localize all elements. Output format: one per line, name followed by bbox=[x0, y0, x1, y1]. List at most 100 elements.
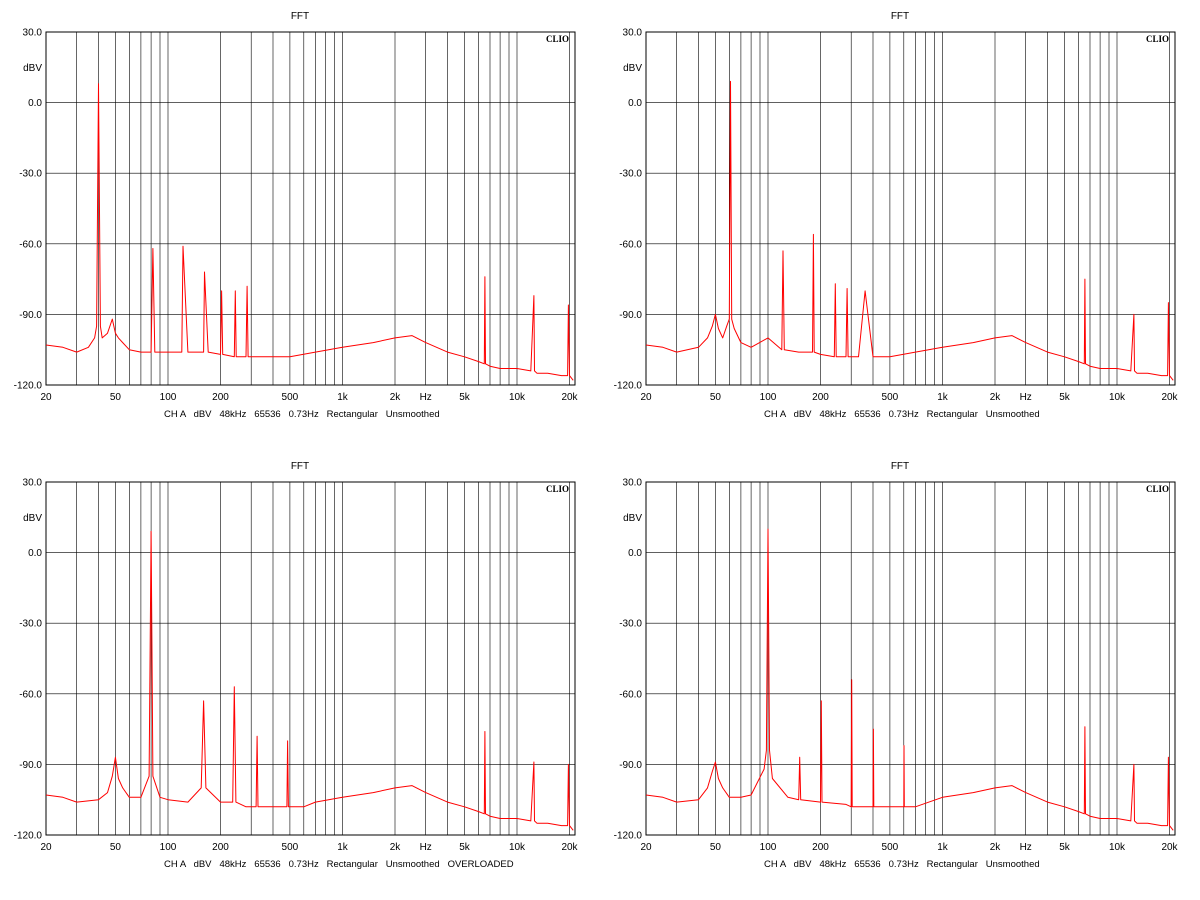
x-tick-label: 20 bbox=[640, 842, 652, 853]
y-tick-label: -120.0 bbox=[614, 831, 643, 842]
measurement-settings: CH A dBV 48kHz 65536 0.73Hz Rectangular … bbox=[764, 859, 1040, 870]
plot-frame bbox=[45, 481, 576, 836]
y-tick-label: 0.0 bbox=[28, 548, 42, 559]
y-tick-label: -90.0 bbox=[619, 310, 642, 321]
x-tick-label: 20k bbox=[1161, 842, 1178, 853]
x-tick-label: 1k bbox=[937, 392, 949, 403]
y-tick-label: 30.0 bbox=[23, 28, 43, 39]
y-tick-label: -60.0 bbox=[619, 689, 642, 700]
spectrum-trace bbox=[46, 83, 574, 381]
fft-chart-svg: FFT CLIO 30.0 0.0 -30.0 -60.0 -90.0 -120.0 dBV 20… bbox=[14, 11, 579, 420]
y-tick-label: 30.0 bbox=[623, 28, 643, 39]
y-tick-label: 0.0 bbox=[628, 548, 642, 559]
y-tick-label: 30.0 bbox=[23, 478, 43, 489]
grid-lines bbox=[646, 32, 1175, 385]
y-tick-label: -120.0 bbox=[14, 831, 43, 842]
fft-chart-svg: FFT CLIO 30.0 0.0 -30.0 -60.0 -90.0 -120.0 dBV 20… bbox=[14, 461, 579, 870]
y-tick-label: -120.0 bbox=[614, 381, 643, 392]
x-tick-label: 20 bbox=[40, 842, 52, 853]
x-axis-label: Hz bbox=[420, 392, 432, 403]
y-tick-label: -30.0 bbox=[19, 169, 42, 180]
chart-title: FFT bbox=[291, 11, 309, 22]
x-tick-label: 500 bbox=[882, 392, 899, 403]
x-tick-label: 5k bbox=[1059, 842, 1071, 853]
measurement-settings: CH A dBV 48kHz 65536 0.73Hz Rectangular … bbox=[764, 409, 1040, 420]
spectrum-trace bbox=[46, 530, 574, 831]
y-tick-label: -90.0 bbox=[619, 760, 642, 771]
x-tick-label: 50 bbox=[110, 392, 122, 403]
fft-panel-1: FFT CLIO 30.0 0.0 -30.0 -60.0 -90.0 -120.0 dBV 20… bbox=[0, 0, 600, 450]
y-tick-label: -30.0 bbox=[619, 619, 642, 630]
y-tick-label: -30.0 bbox=[619, 169, 642, 180]
x-tick-label: 20 bbox=[640, 392, 652, 403]
x-tick-label: 5k bbox=[459, 392, 471, 403]
y-tick-label: -30.0 bbox=[19, 619, 42, 630]
x-tick-label: 1k bbox=[337, 392, 349, 403]
fft-panel-2: FFT CLIO 30.0 0.0 -30.0 -60.0 -90.0 -120.0 dBV 20… bbox=[600, 0, 1200, 450]
y-tick-label: -90.0 bbox=[19, 310, 42, 321]
x-tick-label: 50 bbox=[710, 842, 722, 853]
chart-title: FFT bbox=[291, 461, 309, 472]
x-tick-label: 100 bbox=[760, 392, 777, 403]
x-tick-label: 5k bbox=[459, 842, 471, 853]
x-tick-label: 200 bbox=[212, 392, 229, 403]
x-tick-label: 1k bbox=[937, 842, 949, 853]
fft-chart-svg: FFT CLIO 30.0 0.0 -30.0 -60.0 -90.0 -120.0 dBV 20… bbox=[614, 461, 1179, 870]
brand-label: CLIO bbox=[1146, 484, 1169, 494]
chart-title: FFT bbox=[891, 461, 909, 472]
y-axis-label: dBV bbox=[623, 63, 642, 74]
x-tick-label: 100 bbox=[160, 392, 177, 403]
x-tick-label: 5k bbox=[1059, 392, 1071, 403]
x-tick-label: 20k bbox=[1161, 392, 1178, 403]
y-tick-label: 30.0 bbox=[623, 478, 643, 489]
x-tick-label: 50 bbox=[710, 392, 722, 403]
x-tick-label: 20 bbox=[40, 392, 52, 403]
x-tick-label: 10k bbox=[509, 392, 526, 403]
grid-lines bbox=[646, 482, 1175, 835]
x-tick-label: 1k bbox=[337, 842, 349, 853]
y-tick-label: -120.0 bbox=[14, 381, 43, 392]
y-axis-label: dBV bbox=[623, 513, 642, 524]
brand-label: CLIO bbox=[1146, 34, 1169, 44]
spectrum-trace bbox=[646, 80, 1174, 381]
x-tick-label: 200 bbox=[812, 842, 829, 853]
fft-panel-4: FFT CLIO 30.0 0.0 -30.0 -60.0 -90.0 -120.0 dBV 20… bbox=[600, 450, 1200, 900]
y-axis-label: dBV bbox=[23, 63, 42, 74]
y-tick-label: -90.0 bbox=[19, 760, 42, 771]
x-tick-label: 10k bbox=[1109, 842, 1126, 853]
x-tick-label: 500 bbox=[282, 842, 299, 853]
measurement-settings: CH A dBV 48kHz 65536 0.73Hz Rectangular … bbox=[164, 859, 514, 870]
grid-lines bbox=[46, 482, 575, 835]
x-tick-label: 100 bbox=[160, 842, 177, 853]
y-tick-label: -60.0 bbox=[19, 239, 42, 250]
x-tick-label: 2k bbox=[390, 392, 402, 403]
grid-lines bbox=[46, 32, 575, 385]
x-tick-label: 50 bbox=[110, 842, 122, 853]
x-axis-label: Hz bbox=[1020, 392, 1032, 403]
y-tick-label: 0.0 bbox=[628, 98, 642, 109]
x-tick-label: 200 bbox=[212, 842, 229, 853]
x-tick-label: 2k bbox=[990, 392, 1002, 403]
x-tick-label: 2k bbox=[990, 842, 1002, 853]
y-tick-label: 0.0 bbox=[28, 98, 42, 109]
x-axis-label: Hz bbox=[420, 842, 432, 853]
brand-label: CLIO bbox=[546, 484, 569, 494]
brand-label: CLIO bbox=[546, 34, 569, 44]
measurement-settings: CH A dBV 48kHz 65536 0.73Hz Rectangular … bbox=[164, 409, 440, 420]
plot-frame bbox=[645, 31, 1176, 386]
plot-frame bbox=[45, 31, 576, 386]
y-tick-label: -60.0 bbox=[619, 239, 642, 250]
x-tick-label: 200 bbox=[812, 392, 829, 403]
chart-title: FFT bbox=[891, 11, 909, 22]
y-axis-label: dBV bbox=[23, 513, 42, 524]
x-tick-label: 2k bbox=[390, 842, 402, 853]
x-tick-label: 500 bbox=[882, 842, 899, 853]
y-tick-label: -60.0 bbox=[19, 689, 42, 700]
fft-panel-3: FFT CLIO 30.0 0.0 -30.0 -60.0 -90.0 -120.0 dBV 20… bbox=[0, 450, 600, 900]
x-tick-label: 100 bbox=[760, 842, 777, 853]
fft-chart-svg: FFT CLIO 30.0 0.0 -30.0 -60.0 -90.0 -120.0 dBV 20… bbox=[614, 11, 1179, 420]
spectrum-trace bbox=[646, 528, 1174, 831]
plot-frame bbox=[645, 481, 1176, 836]
x-tick-label: 20k bbox=[561, 392, 578, 403]
x-axis-label: Hz bbox=[1020, 842, 1032, 853]
